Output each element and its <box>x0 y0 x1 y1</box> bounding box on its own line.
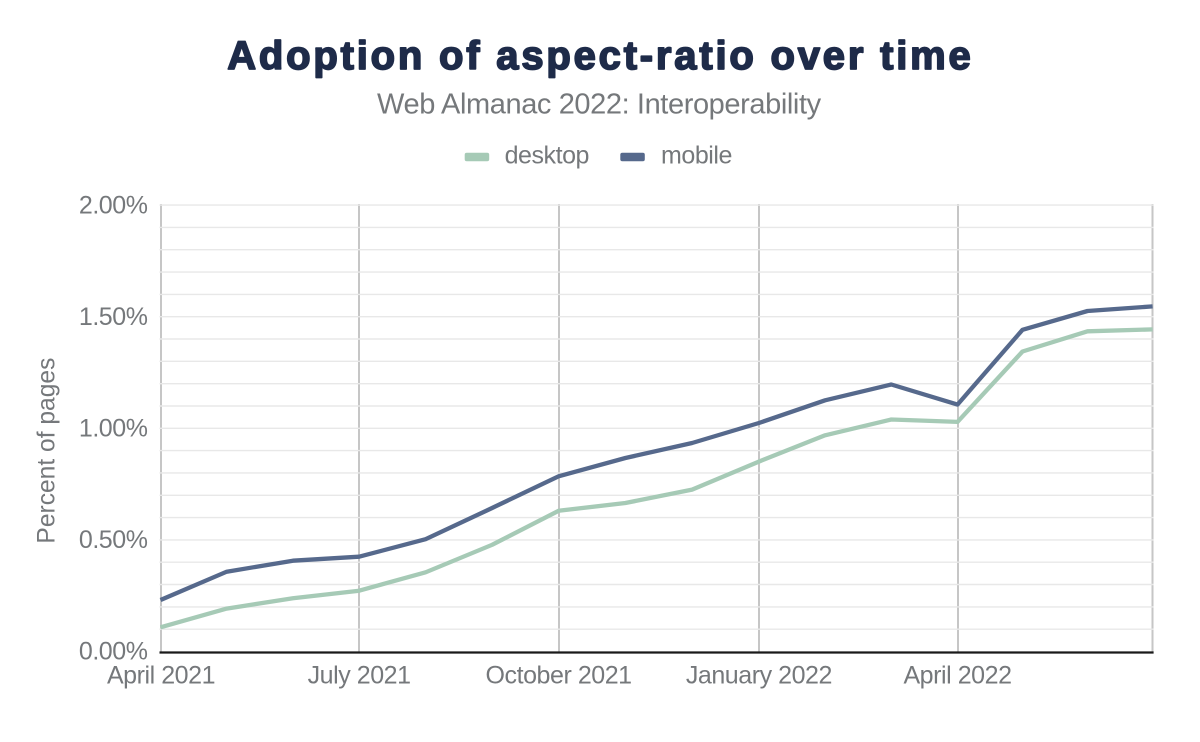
svg-text:April 2021: April 2021 <box>107 662 215 690</box>
svg-text:Adoption of aspect-ratio over: Adoption of aspect-ratio over time <box>227 34 973 78</box>
svg-text:0.00%: 0.00% <box>79 638 148 666</box>
svg-text:October 2021: October 2021 <box>486 662 632 690</box>
svg-text:0.50%: 0.50% <box>79 526 148 554</box>
svg-text:1.50%: 1.50% <box>79 303 148 331</box>
svg-text:Web Almanac 2022: Interoperabi: Web Almanac 2022: Interoperability <box>377 89 822 121</box>
svg-text:July 2021: July 2021 <box>308 662 411 690</box>
svg-text:1.00%: 1.00% <box>79 415 148 443</box>
svg-text:mobile: mobile <box>661 141 732 169</box>
svg-text:Percent of pages: Percent of pages <box>33 358 60 544</box>
svg-text:desktop: desktop <box>505 141 589 169</box>
svg-text:January 2022: January 2022 <box>686 662 832 690</box>
svg-text:April 2022: April 2022 <box>903 662 1011 690</box>
svg-text:2.00%: 2.00% <box>79 191 148 219</box>
